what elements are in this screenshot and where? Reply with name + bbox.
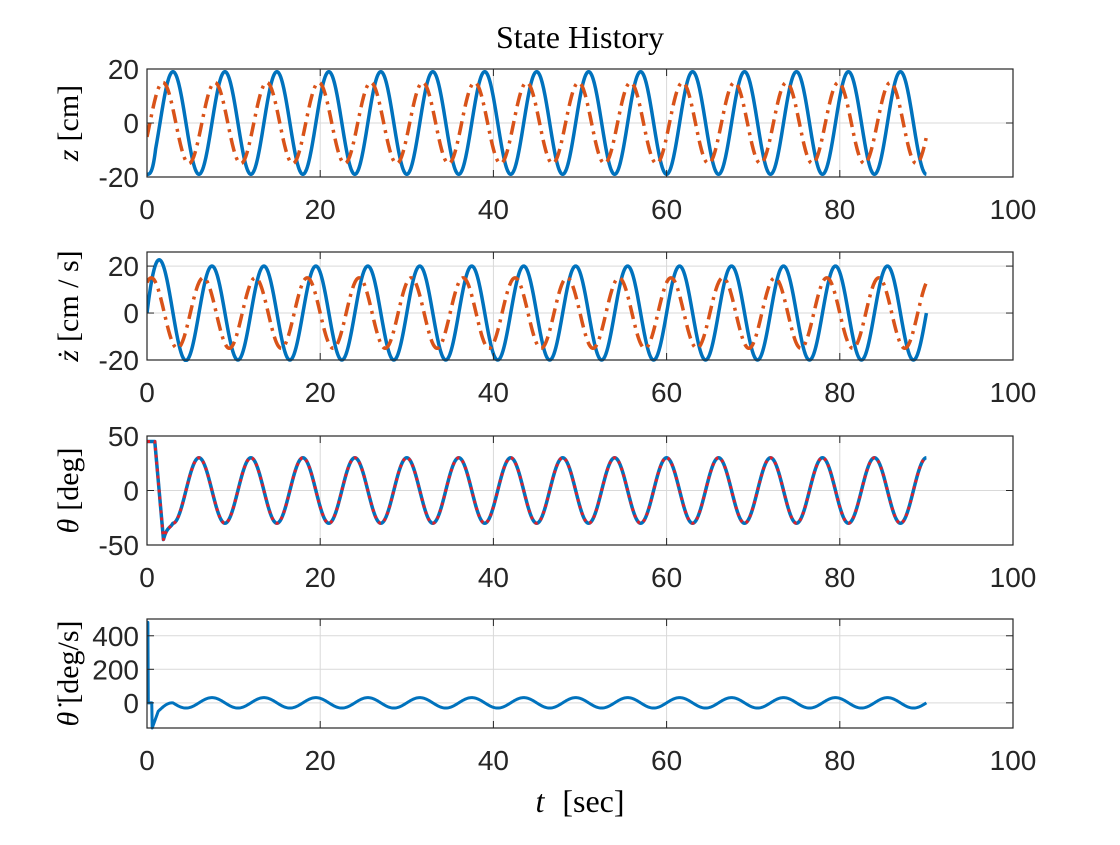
series-zdot-2-line — [147, 276, 928, 351]
x-tick-label: 40 — [478, 562, 509, 593]
series-z-1-line — [147, 69, 928, 177]
y-axis-label-unit: [deg] — [52, 447, 85, 510]
y-axis-label-zdot: ż [cm / s] — [52, 250, 85, 362]
x-tick-label: 100 — [990, 377, 1037, 408]
y-axis-label-unit: [deg/s] — [52, 620, 85, 703]
x-tick-label: 100 — [990, 194, 1037, 225]
y-tick-label: 0 — [123, 688, 139, 719]
x-tick-label: 60 — [651, 194, 682, 225]
x-tick-label: 0 — [139, 377, 155, 408]
y-tick-label: 20 — [108, 251, 139, 282]
x-axis-label: t [sec] — [535, 783, 624, 819]
y-tick-label: -50 — [99, 530, 139, 561]
x-tick-label: 40 — [478, 194, 509, 225]
y-tick-label: 0 — [123, 298, 139, 329]
y-tick-label: 50 — [108, 421, 139, 452]
x-axis-label-symbol: t — [535, 783, 545, 819]
x-tick-label: 100 — [990, 745, 1037, 776]
series-theta-2-line — [147, 439, 928, 542]
y-axis-label-unit: [cm] — [52, 85, 85, 142]
chart-title: State History — [496, 19, 664, 55]
series-thetadot-1-line — [147, 620, 928, 730]
x-tick-label: 20 — [305, 562, 336, 593]
x-tick-label: 80 — [824, 562, 855, 593]
x-tick-label: 40 — [478, 377, 509, 408]
x-tick-label: 20 — [305, 377, 336, 408]
x-tick-label: 0 — [139, 745, 155, 776]
x-tick-label: 80 — [824, 194, 855, 225]
x-tick-label: 60 — [651, 377, 682, 408]
x-tick-label: 80 — [824, 377, 855, 408]
y-tick-label: -20 — [99, 162, 139, 193]
y-axis-label-z: z [cm] — [52, 85, 85, 162]
y-axis-label-theta: θ [deg] — [52, 447, 85, 533]
y-tick-label: 0 — [123, 108, 139, 139]
axes-box — [146, 251, 1014, 361]
x-tick-label: 20 — [305, 745, 336, 776]
y-axis-label-symbol: θ — [52, 519, 85, 534]
x-tick-label: 60 — [651, 562, 682, 593]
y-tick-label: 0 — [123, 476, 139, 507]
series-zdot-1-line — [147, 258, 929, 362]
y-tick-label: 400 — [92, 621, 139, 652]
x-tick-label: 20 — [305, 194, 336, 225]
x-tick-label: 40 — [478, 745, 509, 776]
x-tick-label: 100 — [990, 562, 1037, 593]
x-tick-label: 0 — [139, 194, 155, 225]
y-tick-label: 200 — [92, 654, 139, 685]
y-axis-label-unit: [cm / s] — [52, 250, 85, 342]
x-axis-label-unit: [sec] — [562, 783, 624, 819]
y-tick-label: 20 — [108, 54, 139, 85]
x-tick-label: 80 — [824, 745, 855, 776]
y-axis-label-symbol: ż — [52, 350, 85, 363]
x-tick-label: 0 — [139, 562, 155, 593]
y-axis-label-symbol: z — [52, 149, 85, 162]
y-tick-label: -20 — [99, 345, 139, 376]
axes-box — [146, 618, 1014, 729]
x-tick-label: 60 — [651, 745, 682, 776]
